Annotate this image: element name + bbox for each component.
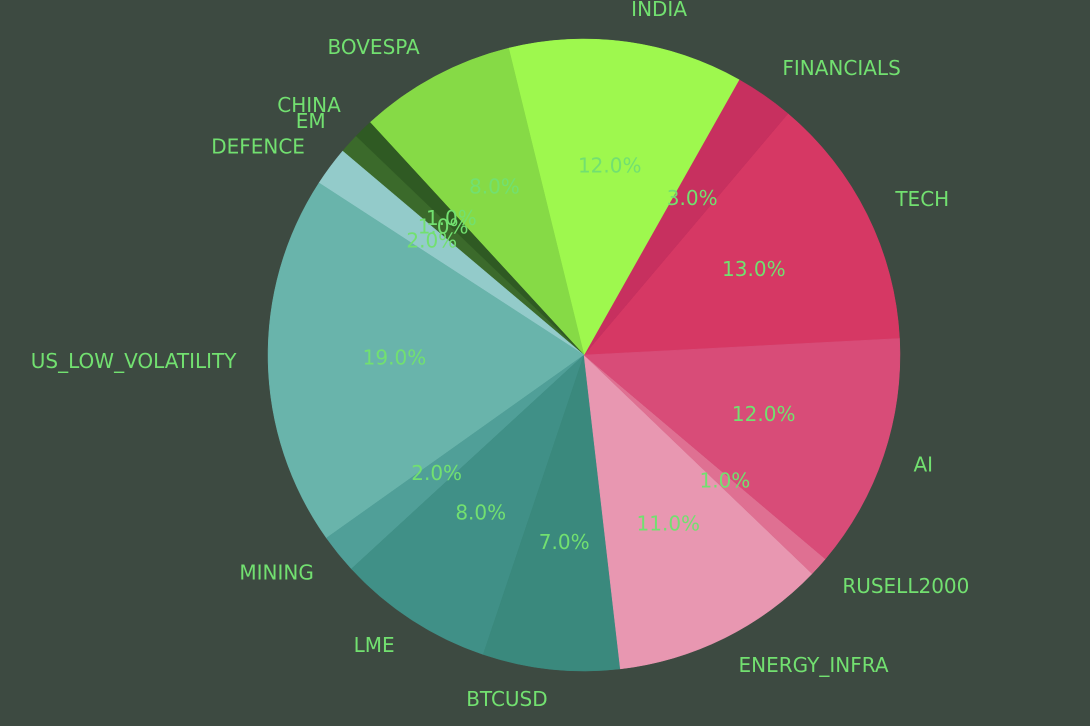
pie-slice	[583, 354, 813, 670]
pie-slice	[267, 182, 585, 539]
slice-label: BTCUSD	[466, 687, 547, 711]
percent-label: 8.0%	[455, 501, 506, 525]
slice-label: CHINA	[277, 93, 341, 117]
percent-label: 12.0%	[732, 402, 796, 426]
pie-slice	[351, 354, 585, 655]
percent-label: 2.0%	[406, 228, 457, 252]
slice-label: TECH	[894, 187, 949, 211]
slice-label: AI	[913, 452, 933, 476]
slice-label: FINANCIALS	[782, 56, 900, 80]
percent-label: 8.0%	[469, 174, 520, 198]
percent-label: 19.0%	[363, 345, 427, 369]
slice-label: DEFENCE	[211, 134, 305, 158]
percent-label: 7.0%	[539, 530, 590, 554]
percent-label: 13.0%	[722, 257, 786, 281]
slice-label: MINING	[239, 560, 313, 584]
slice-label: LME	[354, 633, 395, 657]
percent-label: 1.0%	[426, 206, 477, 230]
percent-label: 1.0%	[699, 468, 750, 492]
percent-label: 3.0%	[667, 186, 718, 210]
slice-label: EM	[296, 109, 326, 133]
slice-label: BOVESPA	[327, 35, 420, 59]
slice-label: INDIA	[631, 0, 687, 21]
pie-slice	[482, 354, 621, 672]
percent-label: 11.0%	[637, 511, 701, 535]
pie-slice	[583, 338, 901, 560]
percent-label: 2.0%	[411, 461, 462, 485]
pie-slice	[508, 38, 740, 356]
pie-slice	[369, 47, 585, 356]
slice-label: ENERGY_INFRA	[739, 653, 889, 677]
slice-label: RUSELL2000	[842, 574, 969, 598]
percent-label: 12.0%	[578, 154, 642, 178]
slice-label: US_LOW_VOLATILITY	[31, 349, 237, 373]
percent-label: 1.0%	[418, 215, 469, 239]
pie-slice	[583, 113, 900, 356]
